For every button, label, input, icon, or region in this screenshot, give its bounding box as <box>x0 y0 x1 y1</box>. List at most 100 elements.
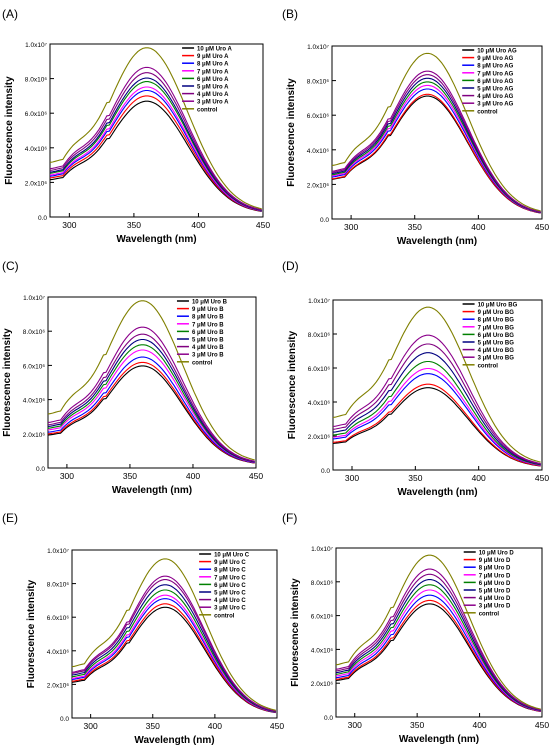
legend-label: control <box>479 611 500 617</box>
legend-label: 9 μM Uro D <box>479 558 511 564</box>
y-tick-label: 8.0x10⁶ <box>23 329 46 336</box>
y-tick-label: 2.0x10⁶ <box>308 434 331 441</box>
x-tick-label: 300 <box>60 471 74 481</box>
x-axis-label: Wavelength (nm) <box>399 734 479 745</box>
y-tick-label: 0.0 <box>36 466 45 473</box>
legend-label: 10 μM Uro C <box>214 553 250 559</box>
legend-label: control <box>197 107 218 113</box>
legend-label: 6 μM Uro B <box>192 330 224 336</box>
x-tick-label: 400 <box>471 222 485 232</box>
legend-label: 8 μM Uro C <box>214 568 246 574</box>
series-line <box>47 326 255 462</box>
series-line <box>71 575 276 712</box>
legend-label: 3 μM Uro B <box>192 353 224 359</box>
y-tick-label: 4.0x10⁶ <box>23 398 46 405</box>
panel-label: (A) <box>2 7 18 21</box>
series-line <box>332 360 541 466</box>
legend-label: 4 μM Uro C <box>214 598 246 604</box>
series-line <box>71 584 276 713</box>
legend-label: 6 μM Uro AG <box>477 79 513 85</box>
x-tick-label: 300 <box>344 222 358 232</box>
legend-label: 7 μM Uro AG <box>477 71 513 77</box>
legend-label: 8 μM Uro B <box>192 315 224 321</box>
x-tick-label: 350 <box>410 720 424 730</box>
y-tick-label: 0.0 <box>320 217 329 224</box>
legend-label: 6 μM Uro C <box>214 583 246 589</box>
legend-label: 6 μM Uro D <box>479 581 511 587</box>
y-tick-label: 1.0x10⁷ <box>311 546 334 553</box>
series-line <box>331 93 541 214</box>
y-tick-label: 0.0 <box>321 468 330 475</box>
plot-frame <box>71 549 278 719</box>
legend-label: control <box>192 360 213 366</box>
y-axis-label: Fluorescence intensity <box>26 579 37 688</box>
series-line <box>49 47 262 210</box>
series-line <box>335 579 541 711</box>
panel-label: (C) <box>2 259 19 273</box>
legend-label: 7 μM Uro C <box>214 575 246 581</box>
plot-frame <box>331 45 543 220</box>
series-line <box>335 599 541 712</box>
plot-frame <box>332 299 543 471</box>
legend-label: 5 μM Uro D <box>479 589 511 595</box>
x-axis-label: Wavelength (nm) <box>397 487 477 498</box>
x-tick-label: 450 <box>535 720 549 730</box>
x-tick-label: 450 <box>535 222 549 232</box>
legend-label: 4 μM Uro B <box>192 345 224 351</box>
legend-label: 9 μM Uro AG <box>477 56 513 62</box>
y-tick-label: 2.0x10⁶ <box>25 180 48 187</box>
legend-label: 10 μM Uro AG <box>477 49 517 55</box>
legend-label: 8 μM Uro A <box>197 62 229 68</box>
series-line <box>332 373 541 466</box>
plot-frame <box>49 43 264 218</box>
series-line <box>332 367 541 466</box>
series-line <box>71 558 276 711</box>
legend-label: 5 μM Uro B <box>192 338 224 344</box>
legend-label: 7 μM Uro D <box>479 573 511 579</box>
y-tick-label: 0.0 <box>38 215 47 222</box>
y-tick-label: 6.0x10⁶ <box>25 111 48 118</box>
x-tick-label: 350 <box>408 222 422 232</box>
y-tick-label: 8.0x10⁶ <box>25 77 48 84</box>
series-line <box>335 573 541 711</box>
legend-label: 7 μM Uro BG <box>478 325 515 331</box>
series-line <box>49 77 262 211</box>
legend-label: 3 μM Uro AG <box>477 102 513 108</box>
series-line <box>47 300 255 461</box>
legend-label: 3 μM Uro BG <box>478 356 515 362</box>
legend-label: 8 μM Uro AG <box>477 64 513 70</box>
x-tick-label: 350 <box>123 471 137 481</box>
legend-label: control <box>214 613 235 619</box>
x-tick-label: 450 <box>270 721 284 731</box>
y-tick-label: 8.0x10⁶ <box>311 580 334 587</box>
legend-label: 6 μM Uro A <box>197 77 229 83</box>
x-tick-label: 300 <box>62 220 76 230</box>
x-axis-label: Wavelength (nm) <box>397 236 477 247</box>
y-tick-label: 6.0x10⁶ <box>47 615 70 622</box>
series-line <box>335 554 541 710</box>
series-line <box>335 589 541 712</box>
series-line <box>49 66 262 211</box>
y-axis-label: Fluorescence intensity <box>2 328 13 437</box>
legend-label: 4 μM Uro A <box>197 92 229 98</box>
legend-label: 3 μM Uro A <box>197 100 229 106</box>
series-line <box>49 89 262 212</box>
x-tick-label: 300 <box>345 473 359 483</box>
y-tick-label: 6.0x10⁶ <box>311 614 334 621</box>
y-tick-label: 0.0 <box>60 716 69 723</box>
legend-label: 8 μM Uro D <box>479 566 511 572</box>
series-line <box>49 100 262 212</box>
panel-label: (F) <box>282 511 297 525</box>
legend-label: 5 μM Uro AG <box>477 87 513 93</box>
y-tick-label: 1.0x10⁷ <box>307 44 330 51</box>
legend-label: control <box>478 363 499 369</box>
legend-label: 7 μM Uro B <box>192 322 224 328</box>
legend-label: 10 μM Uro BG <box>478 303 518 309</box>
legend-label: 6 μM Uro BG <box>478 333 515 339</box>
x-tick-label: 450 <box>535 473 549 483</box>
y-tick-label: 6.0x10⁶ <box>308 366 331 373</box>
plot-frame <box>335 547 543 718</box>
series-line <box>49 86 262 212</box>
x-tick-label: 400 <box>191 220 205 230</box>
